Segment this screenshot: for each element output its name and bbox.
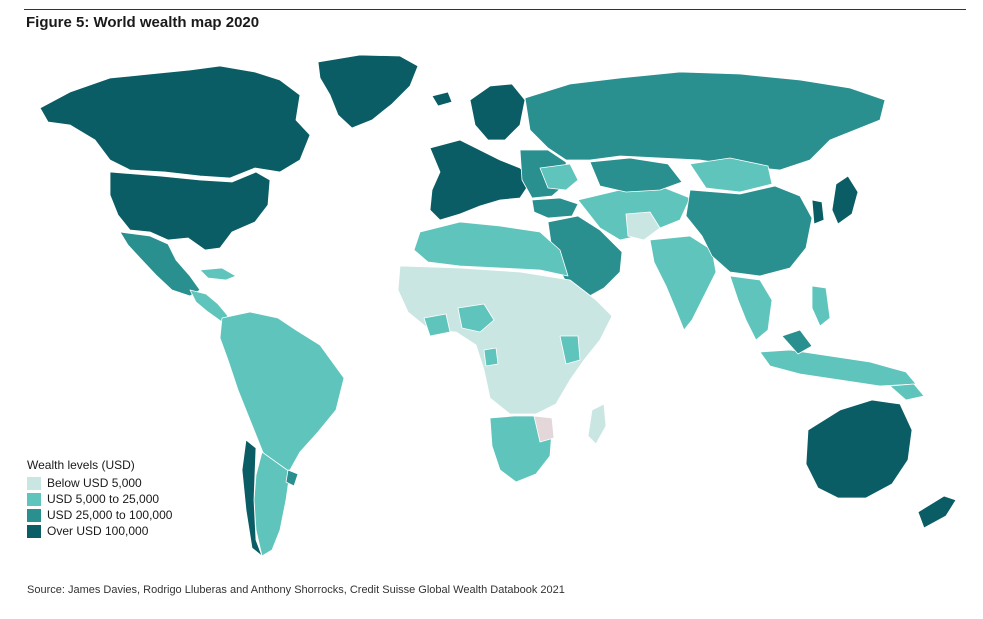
region-afghanistan	[625, 211, 661, 241]
legend-item-below-5000: Below USD 5,000	[27, 475, 172, 491]
region-usa	[109, 171, 271, 251]
region-ukraine	[539, 163, 579, 191]
legend-label: Below USD 5,000	[47, 476, 142, 490]
region-caribbean	[199, 267, 237, 281]
region-ghana-ivory-coast	[423, 313, 451, 337]
region-indonesia	[759, 349, 917, 387]
legend-item-5000-25000: USD 5,000 to 25,000	[27, 491, 172, 507]
top-rule	[24, 9, 966, 10]
region-turkey	[531, 197, 579, 219]
region-southern-africa	[489, 415, 553, 483]
region-australia	[805, 399, 913, 499]
region-malaysia	[781, 329, 813, 355]
region-madagascar	[587, 403, 607, 445]
region-kenya	[559, 335, 581, 365]
region-russia	[524, 71, 886, 171]
region-southeast-asia	[729, 275, 773, 341]
legend-swatch	[27, 508, 41, 522]
legend-swatch	[27, 524, 41, 538]
region-canada	[39, 65, 311, 179]
region-sub-saharan-africa	[397, 265, 613, 415]
legend-swatch	[27, 476, 41, 490]
region-kazakhstan	[589, 157, 683, 193]
region-mexico	[119, 231, 201, 297]
legend-item-over-100000: Over USD 100,000	[27, 523, 172, 539]
region-korea	[811, 199, 825, 225]
figure-title: Figure 5: World wealth map 2020	[26, 14, 260, 31]
region-argentina	[253, 451, 291, 557]
region-chile	[241, 439, 263, 557]
legend-title: Wealth levels (USD)	[27, 458, 135, 472]
region-central-america	[189, 289, 229, 323]
region-western-europe	[429, 139, 533, 221]
legend-label: USD 5,000 to 25,000	[47, 492, 160, 506]
map-legend: Wealth levels (USD) Below USD 5,000 USD …	[27, 457, 172, 539]
region-mozambique-nodata	[533, 415, 555, 443]
region-mongolia	[689, 157, 773, 193]
region-india	[649, 235, 717, 331]
region-uruguay	[285, 469, 299, 487]
region-japan	[831, 175, 859, 225]
region-gabon	[483, 347, 499, 367]
legend-label: USD 25,000 to 100,000	[47, 508, 173, 522]
source-note: Source: James Davies, Rodrigo Lluberas a…	[27, 584, 565, 596]
region-philippines	[811, 285, 831, 327]
legend-label: Over USD 100,000	[47, 524, 149, 538]
region-papua-new-guinea	[889, 383, 925, 401]
region-iceland	[431, 91, 453, 107]
region-china	[685, 185, 813, 277]
region-greenland	[317, 54, 419, 129]
region-scandinavia	[469, 83, 526, 141]
legend-item-25000-100000: USD 25,000 to 100,000	[27, 507, 172, 523]
legend-swatch	[27, 492, 41, 506]
region-northern-south-america	[219, 311, 345, 473]
region-new-zealand	[917, 495, 957, 529]
region-north-africa	[413, 221, 569, 277]
region-nigeria	[457, 303, 495, 333]
